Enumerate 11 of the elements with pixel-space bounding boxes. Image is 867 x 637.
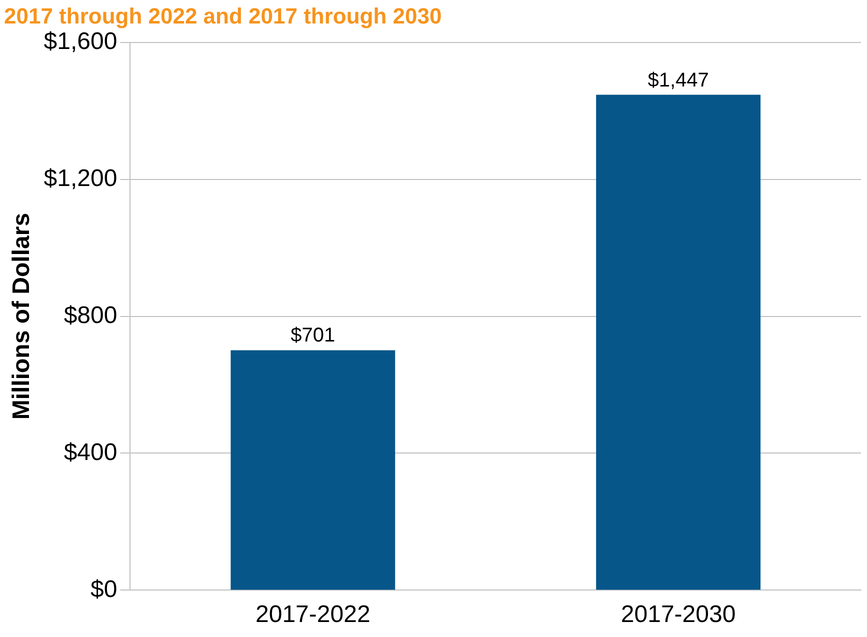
y-tick-label: $800 [64, 302, 118, 329]
y-tick-label: $1,600 [44, 28, 118, 56]
x-tick-label: 2017-2022 [256, 601, 370, 628]
x-tick-label: 2017-2030 [620, 601, 736, 628]
chart-title: 2017 through 2022 and 2017 through 2030 [4, 3, 442, 28]
y-tick-label: $0 [90, 576, 118, 603]
y-tick-label: $1,200 [44, 164, 118, 192]
data-label: $1,447 [648, 69, 709, 92]
data-label: $701 [290, 324, 336, 347]
y-tick-label: $400 [64, 438, 118, 466]
y-axis-title: Millions of Dollars [8, 212, 36, 420]
